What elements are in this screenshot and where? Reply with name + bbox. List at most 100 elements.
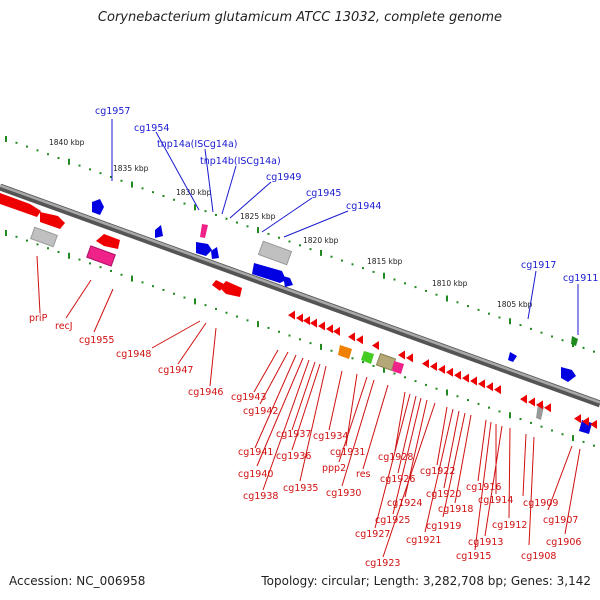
reverse-gene-arrow[interactable] — [310, 318, 317, 328]
gene-cg1949[interactable] — [257, 240, 293, 266]
gene-ppp2-green[interactable] — [361, 351, 374, 364]
label-cg1907[interactable]: cg1907 — [543, 515, 578, 526]
reverse-gene-arrow[interactable] — [333, 326, 340, 336]
label-cg1935[interactable]: cg1935 — [283, 483, 318, 494]
reverse-gene-arrow[interactable] — [446, 367, 453, 377]
reverse-gene-arrow[interactable] — [582, 416, 589, 426]
label-cg1923[interactable]: cg1923 — [365, 558, 400, 569]
gene-cg1945[interactable] — [252, 263, 286, 283]
reverse-gene-arrow[interactable] — [544, 403, 551, 413]
gene-cg1954[interactable] — [155, 225, 163, 238]
label-cg1906[interactable]: cg1906 — [546, 537, 581, 548]
reverse-gene-arrow[interactable] — [296, 313, 303, 323]
reverse-gene-arrow[interactable] — [486, 382, 493, 392]
gene-cg1946[interactable] — [220, 281, 242, 297]
label-cg1922[interactable]: cg1922 — [420, 466, 455, 477]
gene-cg1934-orange[interactable] — [338, 345, 352, 359]
reverse-gene-arrow[interactable] — [372, 341, 379, 351]
label-recJ[interactable]: recJ — [55, 321, 73, 332]
label-cg1938[interactable]: cg1938 — [243, 491, 278, 502]
scale-minor-tick — [456, 301, 459, 304]
reverse-gene-arrow[interactable] — [536, 400, 543, 410]
label-ppp2[interactable]: ppp2 — [322, 463, 346, 474]
reverse-gene-arrow[interactable] — [303, 316, 310, 326]
gene-recJ[interactable] — [40, 212, 65, 229]
reverse-gene-arrow[interactable] — [494, 385, 501, 395]
label-cg1954[interactable]: cg1954 — [134, 123, 169, 134]
gene-cg1955-grey[interactable] — [30, 226, 58, 248]
label-tnp14b[interactable]: tnp14b(ISCg14a) — [200, 156, 281, 167]
reverse-gene-arrow[interactable] — [422, 359, 429, 369]
reverse-gene-arrow[interactable] — [326, 324, 333, 334]
reverse-gene-arrow[interactable] — [318, 321, 325, 331]
label-cg1936[interactable]: cg1936 — [276, 451, 311, 462]
label-cg1914[interactable]: cg1914 — [478, 495, 513, 506]
reverse-gene-arrow[interactable] — [430, 362, 437, 372]
reverse-gene-arrow[interactable] — [462, 373, 469, 383]
reverse-gene-arrow[interactable] — [356, 335, 363, 345]
label-cg1949[interactable]: cg1949 — [266, 172, 301, 183]
label-cg1925[interactable]: cg1925 — [375, 515, 410, 526]
gene-tnp14b[interactable] — [196, 242, 212, 256]
label-cg1921[interactable]: cg1921 — [406, 535, 441, 546]
label-cg1957[interactable]: cg1957 — [95, 106, 130, 117]
label-cg1908[interactable]: cg1908 — [521, 551, 556, 562]
label-cg1940[interactable]: cg1940 — [238, 469, 273, 480]
label-cg1924[interactable]: cg1924 — [387, 498, 422, 509]
label-cg1942[interactable]: cg1942 — [243, 406, 278, 417]
label-tnp14a[interactable]: tnp14a(ISCg14a) — [157, 139, 238, 150]
label-cg1926[interactable]: cg1926 — [380, 474, 415, 485]
reverse-gene-arrow[interactable] — [520, 394, 527, 404]
label-cg1934[interactable]: cg1934 — [313, 431, 348, 442]
gene-cg1955[interactable] — [96, 234, 120, 249]
gene-priP[interactable] — [0, 193, 41, 217]
reverse-gene-arrow[interactable] — [438, 364, 445, 374]
label-cg1919[interactable]: cg1919 — [426, 521, 461, 532]
label-cg1918[interactable]: cg1918 — [438, 504, 473, 515]
reverse-gene-arrow[interactable] — [348, 332, 355, 342]
label-cg1946[interactable]: cg1946 — [188, 387, 223, 398]
gene-cg1928-mobile[interactable] — [392, 361, 404, 374]
reverse-gene-arrow[interactable] — [528, 397, 535, 407]
reverse-gene-arrow[interactable] — [454, 370, 461, 380]
label-res[interactable]: res — [356, 469, 371, 480]
label-priP[interactable]: priP — [29, 313, 48, 324]
reverse-gene-arrow[interactable] — [590, 419, 597, 429]
label-cg1928[interactable]: cg1928 — [378, 452, 413, 463]
label-cg1947[interactable]: cg1947 — [158, 365, 193, 376]
reverse-gene-arrow[interactable] — [574, 414, 581, 424]
label-cg1916[interactable]: cg1916 — [466, 482, 501, 493]
reverse-gene-arrow[interactable] — [470, 376, 477, 386]
gene-cg1917[interactable] — [508, 352, 517, 362]
label-cg1909[interactable]: cg1909 — [523, 498, 558, 509]
gene-cg1911-a[interactable] — [561, 367, 576, 382]
label-cg1930[interactable]: cg1930 — [326, 488, 361, 499]
gene-cg1948-mobile[interactable] — [86, 245, 116, 267]
scale-label-1815: 1815 kbp — [367, 257, 403, 266]
label-cg1911[interactable]: cg1911 — [563, 273, 598, 284]
label-cg1945[interactable]: cg1945 — [306, 188, 341, 199]
label-cg1937[interactable]: cg1937 — [276, 429, 311, 440]
reverse-gene-arrow[interactable] — [406, 353, 413, 363]
reverse-gene-arrow[interactable] — [288, 310, 295, 320]
label-cg1948[interactable]: cg1948 — [116, 349, 151, 360]
reverse-gene-arrow[interactable] — [398, 350, 405, 360]
gene-cg1957[interactable] — [92, 199, 104, 215]
label-cg1920[interactable]: cg1920 — [426, 489, 461, 500]
label-cg1931[interactable]: cg1931 — [330, 447, 365, 458]
gene-tnp14a[interactable] — [200, 224, 208, 238]
reverse-gene-arrow[interactable] — [478, 379, 485, 389]
gene-cg1949-a[interactable] — [211, 247, 219, 259]
label-cg1917[interactable]: cg1917 — [521, 260, 556, 271]
scale-minor-tick — [89, 168, 91, 171]
label-cg1955[interactable]: cg1955 — [79, 335, 114, 346]
label-cg1944[interactable]: cg1944 — [346, 201, 381, 212]
gene-cg1911-b[interactable] — [571, 336, 578, 346]
label-cg1915[interactable]: cg1915 — [456, 551, 491, 562]
label-cg1943[interactable]: cg1943 — [231, 392, 266, 403]
label-cg1941[interactable]: cg1941 — [238, 447, 273, 458]
label-cg1927[interactable]: cg1927 — [355, 529, 390, 540]
label-cg1913[interactable]: cg1913 — [468, 537, 503, 548]
gene-cg1944[interactable] — [283, 276, 293, 287]
label-cg1912[interactable]: cg1912 — [492, 520, 527, 531]
